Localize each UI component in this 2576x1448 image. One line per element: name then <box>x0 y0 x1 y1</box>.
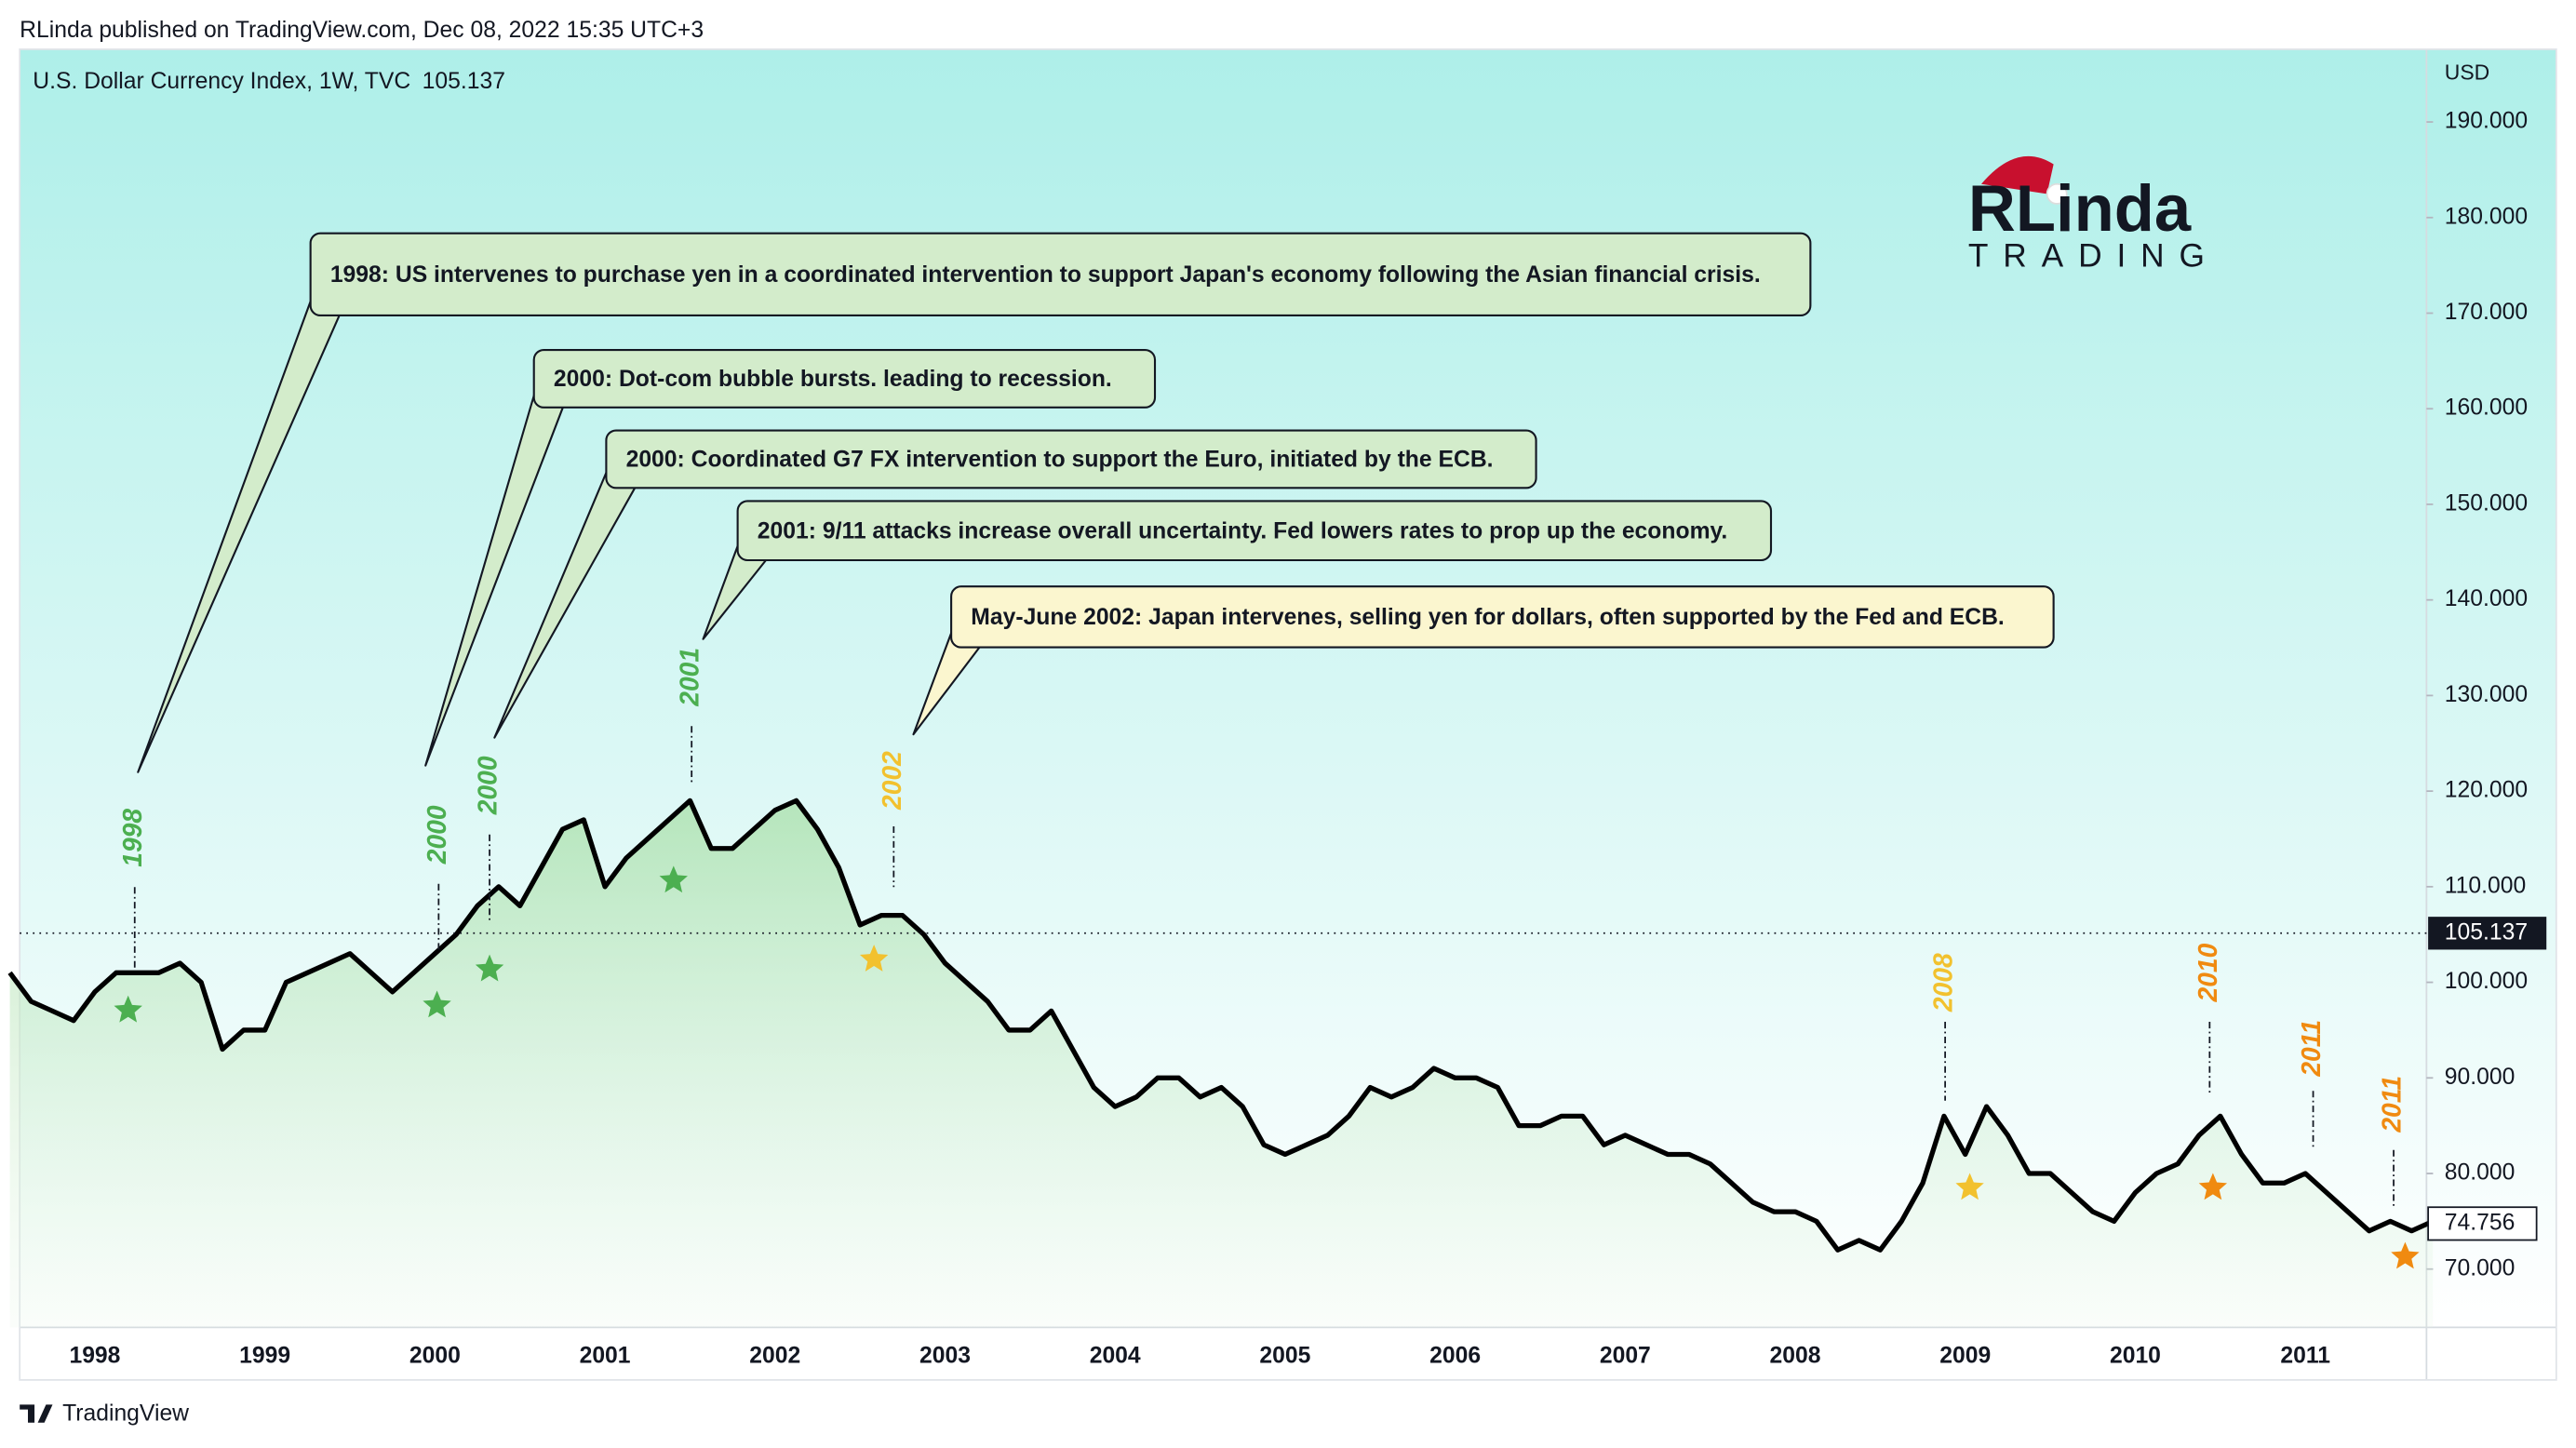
callout-joint <box>314 290 341 315</box>
callout: 2000: Coordinated G7 FX intervention to … <box>493 429 1537 739</box>
x-tick-label: 2002 <box>749 1344 800 1369</box>
x-tick-label: 2006 <box>1429 1344 1481 1369</box>
callout-text: May-June 2002: Japan intervenes, selling… <box>971 605 2005 630</box>
footer-logo: TradingView <box>20 1401 189 1426</box>
y-tick-label: 80.000 <box>2445 1160 2516 1186</box>
annotation-year: 2011 <box>2377 1076 2407 1133</box>
x-tick-label: 2000 <box>409 1344 461 1369</box>
annotation-year: 2011 <box>2296 1020 2326 1078</box>
y-tick-label: 190.000 <box>2445 109 2528 134</box>
y-tick-label: 120.000 <box>2445 778 2528 803</box>
star <box>2198 1173 2228 1200</box>
star <box>659 865 688 893</box>
price-badge-label: 105.137 <box>2445 919 2528 945</box>
last-badge <box>2427 1206 2538 1241</box>
star <box>475 954 504 982</box>
logo-hat-ball <box>2046 182 2068 205</box>
y-tick-label: 130.000 <box>2445 682 2528 707</box>
callout-joint <box>954 622 981 647</box>
star <box>114 995 142 1023</box>
header: RLinda published on TradingView.com, Dec… <box>20 18 704 43</box>
callout-text: 1998: US intervenes to purchase yen in a… <box>330 262 1761 288</box>
annotation-year: 2002 <box>877 751 906 811</box>
callout-text: 2001: 9/11 attacks increase overall unce… <box>758 519 1728 544</box>
annotation-year: 2001 <box>675 648 704 707</box>
annotation-year: 2000 <box>473 756 503 815</box>
price-line <box>7 798 2435 1253</box>
callout-joint <box>537 382 564 407</box>
callout: 2001: 9/11 attacks increase overall unce… <box>702 500 1773 640</box>
chart-title: U.S. Dollar Currency Index, 1W, TVC <box>33 69 410 94</box>
price-badge <box>2428 917 2547 950</box>
callout-text: 2000: Dot-com bubble bursts. leading to … <box>554 367 1112 392</box>
x-tick-label: 2004 <box>1090 1344 1141 1369</box>
y-tick-label: 150.000 <box>2445 490 2528 516</box>
x-tick-label: 1998 <box>69 1344 120 1369</box>
annotation-year: 2000 <box>422 805 451 865</box>
callout-box <box>605 429 1537 489</box>
y-tick-label: 100.000 <box>2445 969 2528 994</box>
y-tick-label: 140.000 <box>2445 586 2528 611</box>
footer-icon <box>20 1404 53 1423</box>
callout: 1998: US intervenes to purchase yen in a… <box>137 232 1812 773</box>
x-tick-label: 2005 <box>1259 1344 1310 1369</box>
footer: TradingView <box>62 1401 189 1426</box>
y-tick-label: 110.000 <box>2445 873 2526 898</box>
callout: May-June 2002: Japan intervenes, selling… <box>912 585 2055 736</box>
callout: 2000: Dot-com bubble bursts. leading to … <box>424 348 1157 767</box>
frame <box>19 48 2557 1381</box>
x-tick-label: 2010 <box>2110 1344 2161 1369</box>
y-tick-label: 70.000 <box>2445 1255 2516 1280</box>
annotation-year: 2008 <box>1928 953 1958 1012</box>
annotation-year: 2010 <box>2193 943 2222 1002</box>
star <box>2391 1241 2420 1269</box>
x-tick-label: 2008 <box>1770 1344 1821 1369</box>
logo-name: RLinda <box>1968 171 2192 245</box>
x-tick-label: 1999 <box>239 1344 290 1369</box>
callout-text: 2000: Coordinated G7 FX intervention to … <box>626 448 1494 473</box>
area <box>9 800 2434 1328</box>
star <box>859 945 889 972</box>
logo: RLinda TRADING <box>1968 155 2220 275</box>
star <box>1955 1173 1984 1200</box>
logo-hat <box>1980 155 2054 194</box>
callout-joint <box>609 463 637 487</box>
title-price: 105.137 <box>423 69 505 94</box>
callout-joint <box>741 535 768 559</box>
callout-box <box>950 585 2055 649</box>
x-tick-label: 2001 <box>580 1344 631 1369</box>
x-tick-label: 2011 <box>2280 1344 2330 1369</box>
callout-box <box>532 348 1157 409</box>
y-tick-label: 170.000 <box>2445 300 2528 325</box>
last-badge-label: 74.756 <box>2445 1210 2516 1235</box>
x-tick-label: 2007 <box>1600 1344 1651 1369</box>
callout-box <box>309 232 1812 317</box>
logo-tagline: TRADING <box>1968 238 2220 275</box>
callout-box <box>736 500 1773 562</box>
y-tick-label: 160.000 <box>2445 396 2528 421</box>
y-tick-label: 180.000 <box>2445 204 2528 229</box>
x-tick-label: 2009 <box>1939 1344 1991 1369</box>
y-tick-label: 90.000 <box>2445 1065 2516 1090</box>
x-tick-label: 2003 <box>919 1344 971 1369</box>
star <box>423 990 451 1018</box>
annotation-year: 1998 <box>117 809 147 867</box>
axis-unit: USD <box>2445 60 2489 85</box>
